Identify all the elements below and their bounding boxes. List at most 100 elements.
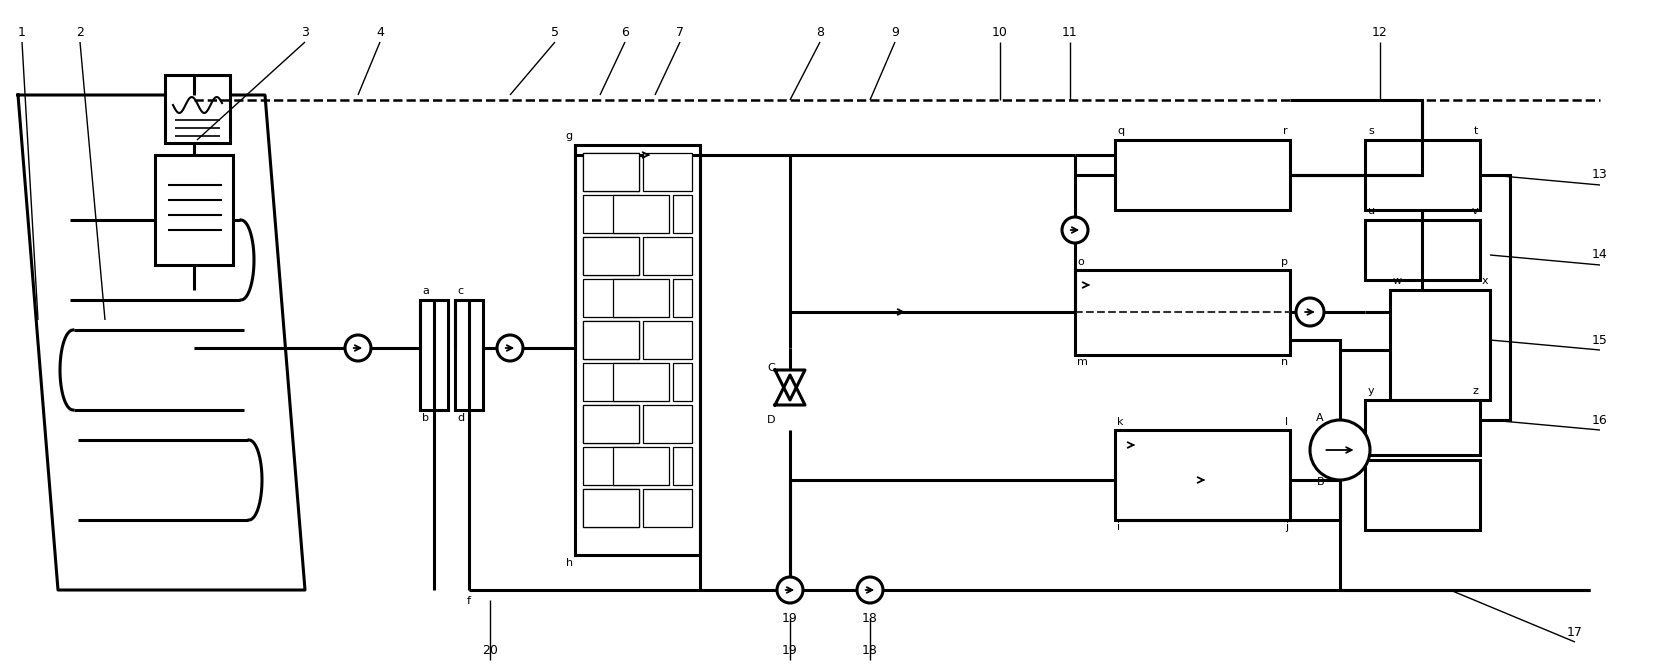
Text: k: k: [1117, 417, 1124, 427]
Text: s: s: [1369, 126, 1374, 136]
Polygon shape: [775, 375, 805, 405]
Bar: [420, 300, 448, 410]
Text: 4: 4: [377, 26, 383, 38]
Bar: [584, 237, 640, 275]
Text: C: C: [767, 363, 775, 373]
Text: 20: 20: [483, 644, 498, 657]
Text: 7: 7: [676, 26, 684, 38]
Circle shape: [345, 335, 370, 361]
Text: 6: 6: [622, 26, 628, 38]
Bar: [584, 489, 640, 527]
Text: f: f: [468, 596, 471, 606]
Text: 5: 5: [550, 26, 559, 38]
Text: i: i: [1117, 522, 1121, 532]
Text: l: l: [1284, 417, 1288, 427]
Bar: [584, 153, 640, 191]
Bar: [584, 153, 640, 191]
Bar: [155, 155, 233, 265]
Bar: [575, 145, 699, 555]
Bar: [584, 405, 640, 443]
Text: b: b: [422, 413, 430, 423]
Text: o: o: [1078, 257, 1084, 267]
Text: 18: 18: [863, 612, 878, 624]
Text: r: r: [1283, 126, 1288, 136]
Bar: [1365, 220, 1479, 280]
Text: 13: 13: [1592, 169, 1608, 181]
Bar: [673, 447, 693, 485]
Text: A: A: [1316, 413, 1324, 423]
Text: u: u: [1369, 206, 1375, 216]
Bar: [613, 195, 669, 233]
Text: j: j: [1284, 522, 1288, 532]
Text: 19: 19: [782, 644, 798, 657]
Bar: [613, 447, 669, 485]
Bar: [1390, 290, 1489, 400]
Text: 10: 10: [992, 26, 1008, 38]
Polygon shape: [18, 95, 306, 590]
Bar: [643, 321, 693, 359]
Bar: [584, 405, 640, 443]
Bar: [1074, 270, 1289, 355]
Bar: [455, 300, 483, 410]
Bar: [584, 489, 640, 527]
Text: g: g: [565, 131, 574, 141]
Bar: [673, 363, 693, 401]
Text: 9: 9: [891, 26, 899, 38]
Text: y: y: [1369, 386, 1375, 396]
Text: a: a: [422, 286, 428, 296]
Bar: [584, 321, 640, 359]
Text: 16: 16: [1592, 413, 1608, 427]
Bar: [1365, 140, 1479, 210]
Text: 18: 18: [863, 644, 878, 657]
Bar: [613, 279, 669, 317]
Text: h: h: [565, 558, 574, 568]
Bar: [584, 363, 640, 401]
Bar: [643, 405, 693, 443]
Circle shape: [498, 335, 522, 361]
Bar: [584, 195, 640, 233]
Circle shape: [1061, 217, 1088, 243]
Bar: [165, 75, 230, 143]
Text: 19: 19: [782, 612, 798, 624]
Polygon shape: [775, 370, 805, 400]
Bar: [643, 153, 693, 191]
Circle shape: [1309, 420, 1370, 480]
Text: t: t: [1473, 126, 1478, 136]
Text: p: p: [1281, 257, 1288, 267]
Bar: [613, 363, 669, 401]
Text: w: w: [1393, 276, 1402, 286]
Bar: [584, 321, 640, 359]
Circle shape: [1296, 298, 1324, 326]
Text: z: z: [1473, 386, 1478, 396]
Bar: [584, 237, 640, 275]
Bar: [673, 195, 693, 233]
Text: 1: 1: [18, 26, 26, 38]
Bar: [643, 237, 693, 275]
Text: v: v: [1471, 206, 1478, 216]
Text: 15: 15: [1592, 333, 1608, 347]
Bar: [584, 279, 640, 317]
Text: 8: 8: [817, 26, 823, 38]
Bar: [1116, 140, 1289, 210]
Text: 11: 11: [1063, 26, 1078, 38]
Text: 14: 14: [1592, 249, 1608, 261]
Text: m: m: [1078, 357, 1088, 367]
Bar: [643, 489, 693, 527]
Text: 3: 3: [301, 26, 309, 38]
Circle shape: [777, 577, 803, 603]
Circle shape: [856, 577, 883, 603]
Bar: [1116, 430, 1289, 520]
Text: 12: 12: [1372, 26, 1389, 38]
Text: x: x: [1481, 276, 1488, 286]
Text: n: n: [1281, 357, 1288, 367]
Text: d: d: [456, 413, 464, 423]
Bar: [1365, 400, 1479, 455]
Text: 2: 2: [76, 26, 84, 38]
Text: q: q: [1117, 126, 1124, 136]
Text: c: c: [456, 286, 463, 296]
Bar: [673, 279, 693, 317]
Text: B: B: [1316, 477, 1324, 487]
Text: D: D: [767, 415, 775, 425]
Bar: [1365, 460, 1479, 530]
Bar: [584, 447, 640, 485]
